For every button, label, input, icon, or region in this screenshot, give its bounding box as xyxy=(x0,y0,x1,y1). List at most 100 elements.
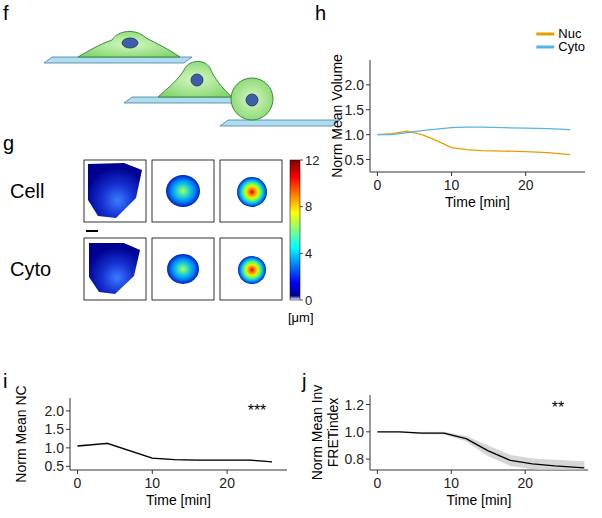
y-tick xyxy=(66,466,70,467)
y-tick xyxy=(366,134,370,135)
x-axis-line xyxy=(370,172,585,173)
map-ground xyxy=(84,238,146,300)
x-axis-line xyxy=(70,470,287,471)
x-tick-label: 10 xyxy=(443,475,459,491)
cell-height xyxy=(167,254,199,284)
annotation: *** xyxy=(248,402,267,419)
y-tick xyxy=(366,404,370,405)
x-tick-label: 10 xyxy=(145,475,161,491)
map-ground xyxy=(152,238,214,300)
colorbar-tick xyxy=(300,300,303,301)
x-tick xyxy=(227,470,228,474)
map-frame xyxy=(152,238,214,300)
y-axis-title: FRETindex xyxy=(325,398,341,468)
y-tick-label: 2.0 xyxy=(345,77,365,93)
series-line xyxy=(377,131,570,154)
map-frame xyxy=(220,238,282,300)
cell-height xyxy=(166,175,200,207)
y-tick-label: 0.5 xyxy=(345,152,365,168)
map-ground xyxy=(220,160,282,222)
colorbar-tick xyxy=(300,253,303,254)
row-label: Cell xyxy=(10,180,44,202)
nucleus xyxy=(246,94,258,106)
colorbar-label: 0 xyxy=(305,293,312,308)
y-tick xyxy=(366,459,370,460)
colorbar-tick xyxy=(300,206,303,207)
y-axis-title: Norm Mean Volume xyxy=(329,54,345,178)
substrate xyxy=(44,57,192,63)
height-map xyxy=(220,238,282,300)
x-tick-label: 20 xyxy=(518,177,534,193)
series-line xyxy=(77,443,272,461)
y-tick xyxy=(66,447,70,448)
y-tick-label: 0.5 xyxy=(45,458,65,474)
series-line xyxy=(377,127,570,134)
legend-swatch xyxy=(536,33,554,36)
map-frame xyxy=(84,160,146,222)
y-tick-label: 2.0 xyxy=(45,403,65,419)
y-tick-label: 1.0 xyxy=(345,127,365,143)
y-tick-label: 1.0 xyxy=(45,440,65,456)
colorbar-tick xyxy=(300,160,303,161)
y-axis-line xyxy=(370,60,371,172)
cell xyxy=(78,31,180,57)
y-tick-label: 1.5 xyxy=(345,102,365,118)
plot-area xyxy=(77,442,272,462)
x-tick xyxy=(377,172,378,176)
x-tick xyxy=(451,172,452,176)
x-axis-title: Time [min] xyxy=(146,492,211,508)
y-tick xyxy=(366,109,370,110)
y-tick-label: 0.8 xyxy=(345,451,365,467)
y-tick xyxy=(366,84,370,85)
plot-area xyxy=(377,127,570,154)
cell-height xyxy=(88,163,142,218)
colorbar-label: 8 xyxy=(305,199,312,214)
height-map xyxy=(220,160,282,222)
x-tick-label: 0 xyxy=(373,475,381,491)
y-tick xyxy=(66,429,70,430)
legend-label: Cyto xyxy=(558,39,585,54)
x-tick xyxy=(77,470,78,474)
x-tick-label: 0 xyxy=(74,475,82,491)
cell xyxy=(158,61,232,97)
cell-height xyxy=(238,256,266,284)
x-tick-label: 20 xyxy=(517,475,533,491)
map-frame xyxy=(220,160,282,222)
y-tick-label: 1.5 xyxy=(45,421,65,437)
x-tick-label: 10 xyxy=(444,177,460,193)
map-frame xyxy=(84,238,146,300)
map-ground xyxy=(220,238,282,300)
x-tick xyxy=(525,172,526,176)
substrate xyxy=(220,120,340,126)
height-map xyxy=(152,238,214,300)
annotation: ** xyxy=(552,399,564,416)
error-band xyxy=(77,442,272,462)
y-tick-label: 1.0 xyxy=(345,424,365,440)
map-ground xyxy=(152,160,214,222)
panel-letter: i xyxy=(3,370,7,392)
y-tick xyxy=(366,159,370,160)
y-axis-title: Norm Mean Inv xyxy=(309,385,325,481)
x-tick xyxy=(525,470,526,474)
x-tick xyxy=(451,470,452,474)
map-ground xyxy=(84,160,146,222)
row-label: Cyto xyxy=(10,258,51,280)
map-frame xyxy=(152,160,214,222)
panel-letter: f xyxy=(3,2,9,24)
nucleus xyxy=(122,38,138,48)
error-band xyxy=(377,431,584,470)
y-tick-label: 1.2 xyxy=(345,397,365,413)
panel-letter: g xyxy=(3,132,14,154)
colorbar-label: 4 xyxy=(305,246,312,261)
legend-swatch xyxy=(536,46,554,49)
panel-letter: j xyxy=(301,370,306,392)
colorbar xyxy=(290,160,300,300)
height-map xyxy=(84,160,146,222)
colorbar-label: 12 xyxy=(305,153,319,168)
cell-height xyxy=(237,177,267,207)
height-map xyxy=(84,238,146,300)
x-axis-title: Time [min] xyxy=(445,194,510,210)
y-axis-title: Norm Mean NC xyxy=(13,385,29,482)
series-line xyxy=(377,432,584,468)
x-tick-label: 20 xyxy=(219,475,235,491)
